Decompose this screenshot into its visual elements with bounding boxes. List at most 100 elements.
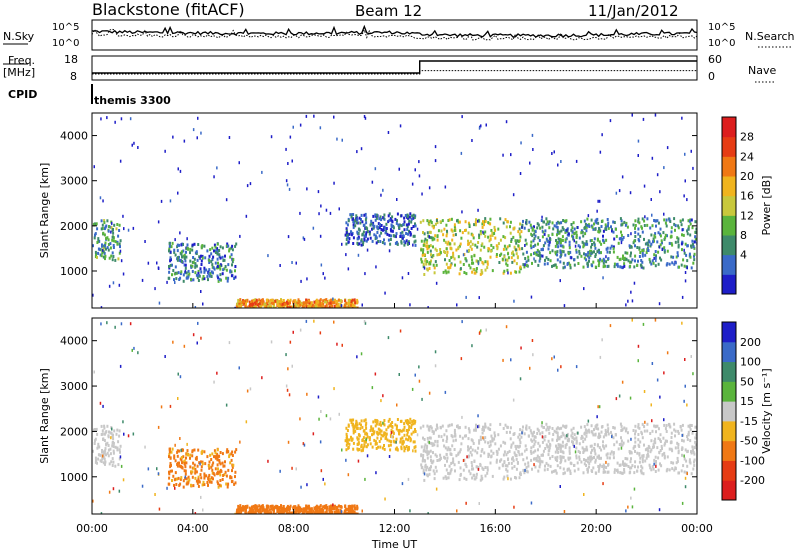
velocity-point (394, 447, 397, 451)
power-point (630, 245, 633, 249)
power-point (584, 225, 587, 229)
velocity-noise-point (587, 419, 590, 423)
power-point (250, 306, 253, 308)
velocity-point (622, 460, 624, 464)
power-point (489, 222, 492, 226)
velocity-point (467, 448, 470, 452)
power-noise-point (651, 156, 654, 160)
power-point (296, 302, 299, 305)
velocity-noise-point (524, 468, 526, 472)
velocity-point (621, 462, 624, 466)
velocity-point (459, 466, 462, 470)
power-point (598, 226, 601, 230)
velocity-point (391, 425, 394, 429)
velocity-point (252, 504, 255, 508)
velocity-point (459, 448, 462, 452)
velocity-point (252, 508, 255, 512)
power-point (407, 216, 409, 220)
nave-label: Nave (748, 64, 777, 77)
velocity-point (373, 430, 376, 434)
power-point (184, 266, 187, 270)
power-noise-point (318, 212, 320, 216)
velocity-noise-point (530, 501, 533, 505)
power-noise-point (505, 120, 508, 124)
power-point (651, 224, 654, 228)
power-noise-point (466, 249, 468, 253)
power-point (383, 242, 386, 246)
velocity-noise-point (692, 372, 694, 376)
velocity-point (601, 465, 604, 468)
power-point (489, 217, 492, 221)
velocity-point (600, 430, 603, 434)
power-point (571, 234, 573, 238)
velocity-noise-point (325, 414, 328, 418)
power-point (517, 230, 520, 234)
velocity-point (471, 476, 474, 480)
power-point (538, 259, 541, 263)
power-point (452, 251, 455, 255)
velocity-point (476, 451, 479, 455)
power-point (589, 249, 592, 253)
nsky-label: N.Sky (3, 30, 35, 43)
velocity-point (111, 444, 114, 448)
velocity-point (365, 426, 368, 430)
power-point (286, 306, 289, 308)
power-point (180, 270, 183, 274)
power-point (584, 253, 587, 257)
power-point (92, 244, 94, 248)
power-point (558, 221, 561, 225)
power-point (191, 264, 194, 268)
velocity-point (216, 455, 219, 459)
velocity-point (516, 461, 519, 465)
velocity-point (450, 434, 453, 438)
velocity-point (548, 425, 551, 429)
power-point (103, 244, 106, 248)
velocity-point (349, 511, 351, 514)
power-point (204, 256, 207, 260)
velocity-point (586, 429, 589, 433)
velocity-point (176, 450, 179, 454)
velocity-noise-point (306, 392, 308, 396)
power-point (319, 298, 322, 302)
velocity-point (433, 472, 436, 476)
power-point (690, 266, 693, 270)
velocity-point (195, 455, 198, 459)
power-noise-point (183, 139, 186, 143)
velocity-point (592, 433, 595, 437)
velocity-point (554, 450, 557, 454)
velocity-point (446, 448, 449, 452)
velocity-point (545, 461, 548, 465)
power-noise-point (609, 119, 612, 123)
power-point (281, 302, 284, 306)
velocity-point (484, 425, 487, 429)
power-point (426, 267, 429, 271)
power-point (555, 265, 558, 269)
power-point (261, 303, 264, 307)
power-point (535, 253, 538, 257)
power-point (378, 226, 381, 230)
power-point (591, 251, 594, 255)
power-point (253, 305, 255, 308)
power-point (307, 299, 310, 303)
power-point (647, 243, 650, 247)
power-point (430, 221, 433, 224)
velocity-point (205, 474, 208, 478)
power-point (350, 306, 353, 308)
power-point (537, 223, 540, 227)
velocity-point (559, 456, 562, 460)
power-point (194, 271, 197, 275)
velocity-point (322, 512, 325, 514)
velocity-point (425, 446, 428, 450)
velocity-point (520, 435, 523, 439)
xtick-label: 08:00 (278, 522, 310, 535)
power-point (590, 239, 593, 242)
power-point (564, 229, 567, 233)
power-point (322, 299, 325, 303)
power-noise-point (683, 248, 685, 252)
velocity-point (414, 428, 416, 431)
velocity-noise-point (391, 435, 393, 439)
velocity-point (227, 468, 230, 472)
power-noise-point (461, 115, 463, 119)
power-noise-point (213, 175, 215, 179)
power-point (666, 249, 669, 253)
